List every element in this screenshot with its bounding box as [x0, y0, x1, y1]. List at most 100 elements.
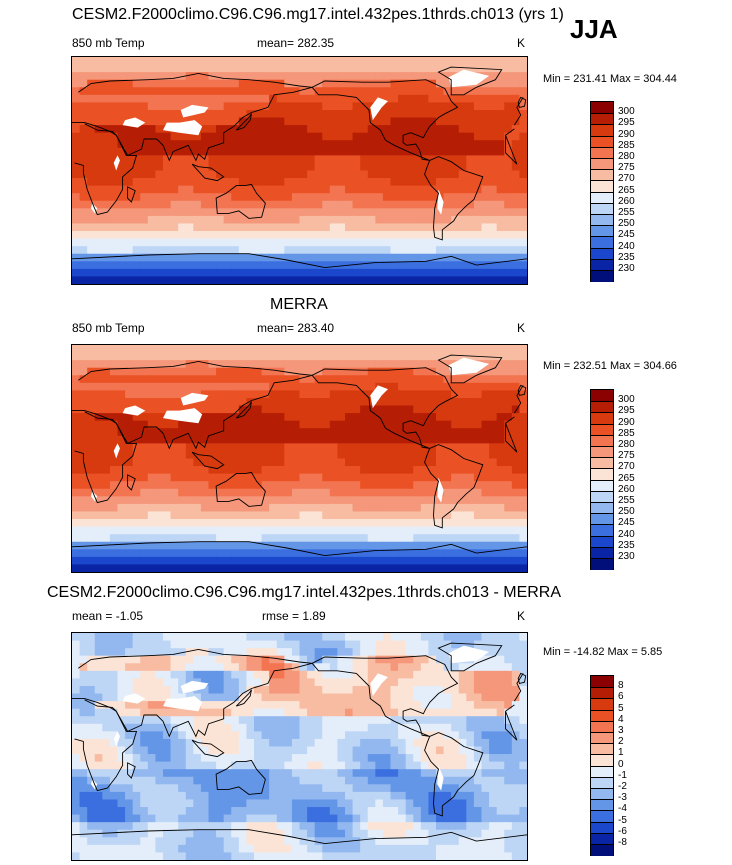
field-cell	[246, 526, 255, 535]
field-cell	[405, 87, 414, 96]
field-cell	[504, 481, 513, 490]
field-cell	[451, 503, 460, 513]
field-cell	[375, 261, 384, 270]
field-cell	[87, 125, 96, 134]
field-cell	[269, 466, 278, 475]
field-cell	[109, 458, 119, 467]
field-cell	[413, 125, 422, 134]
field-cell	[72, 231, 81, 240]
field-cell	[443, 769, 452, 778]
field-cell	[269, 155, 278, 164]
field-cell	[360, 473, 369, 482]
field-cell	[117, 231, 126, 240]
panel1-variable-label: 850 mb Temp	[72, 36, 145, 50]
field-cell	[329, 155, 339, 164]
coastline	[191, 451, 225, 470]
field-cell	[307, 519, 316, 528]
field-cell	[102, 670, 111, 679]
field-cell	[284, 481, 293, 490]
field-cell	[208, 367, 217, 376]
field-cell	[299, 238, 308, 247]
field-cell	[147, 382, 157, 391]
field-cell	[193, 633, 202, 642]
field-cell	[352, 443, 361, 452]
field-cell	[519, 57, 527, 66]
field-cell	[72, 193, 81, 202]
field-cell	[102, 147, 111, 156]
colorbar-tick-label: 255	[618, 495, 635, 506]
colorbar-swatch	[591, 236, 613, 248]
field-cell	[451, 405, 460, 414]
field-cell	[216, 382, 225, 391]
field-cell	[473, 155, 483, 164]
field-cell	[200, 345, 210, 354]
field-cell	[345, 511, 354, 520]
field-cell	[109, 382, 119, 391]
field-cell	[117, 215, 126, 225]
field-cell	[178, 754, 187, 763]
field-cell	[163, 238, 172, 247]
field-cell	[375, 556, 384, 566]
field-cell	[307, 511, 316, 520]
field-cell	[428, 215, 437, 225]
field-cell	[413, 526, 422, 535]
field-cell	[185, 633, 194, 642]
field-cell	[428, 185, 437, 194]
field-cell	[352, 397, 361, 407]
field-cell	[307, 496, 316, 505]
field-cell	[208, 170, 217, 179]
field-cell	[382, 443, 392, 452]
field-cell	[246, 102, 255, 111]
field-cell	[284, 784, 293, 793]
field-cell	[299, 685, 308, 695]
field-cell	[94, 200, 103, 209]
field-cell	[102, 633, 111, 642]
field-cell	[466, 352, 475, 361]
field-cell	[329, 397, 339, 407]
field-cell	[87, 261, 96, 270]
field-cell	[125, 64, 134, 73]
field-cell	[466, 208, 475, 217]
field-cell	[102, 450, 111, 460]
field-cell	[420, 541, 430, 550]
field-cell	[405, 776, 414, 785]
field-cell	[94, 178, 103, 187]
field-cell	[405, 132, 414, 141]
field-cell	[246, 238, 255, 247]
field-cell	[269, 511, 278, 520]
field-cell	[337, 147, 346, 156]
field-cell	[208, 246, 217, 255]
field-cell	[511, 708, 521, 717]
field-cell	[511, 94, 521, 103]
field-cell	[307, 488, 316, 497]
field-cell	[208, 375, 217, 384]
field-cell	[72, 428, 81, 437]
field-cell	[163, 473, 172, 482]
field-cell	[178, 670, 187, 679]
field-cell	[238, 215, 248, 225]
field-cell	[109, 268, 119, 278]
field-cell	[147, 246, 157, 255]
field-cell	[367, 633, 376, 642]
field-cell	[496, 57, 505, 66]
field-cell	[94, 693, 103, 702]
field-cell	[87, 503, 96, 513]
field-cell	[420, 79, 430, 88]
field-cell	[102, 276, 111, 284]
field-cell	[238, 64, 248, 73]
coastline	[72, 541, 527, 557]
field-cell	[413, 450, 422, 460]
field-cell	[337, 708, 346, 717]
field-cell	[163, 367, 172, 376]
field-cell	[405, 268, 414, 278]
field-cell	[94, 466, 103, 475]
field-cell	[72, 693, 81, 702]
field-cell	[147, 420, 157, 429]
field-cell	[208, 466, 217, 475]
field-cell	[511, 155, 521, 164]
field-cell	[155, 549, 164, 558]
field-cell	[254, 633, 263, 642]
field-cell	[125, 261, 134, 270]
field-cell	[200, 420, 210, 429]
field-cell	[345, 268, 354, 278]
